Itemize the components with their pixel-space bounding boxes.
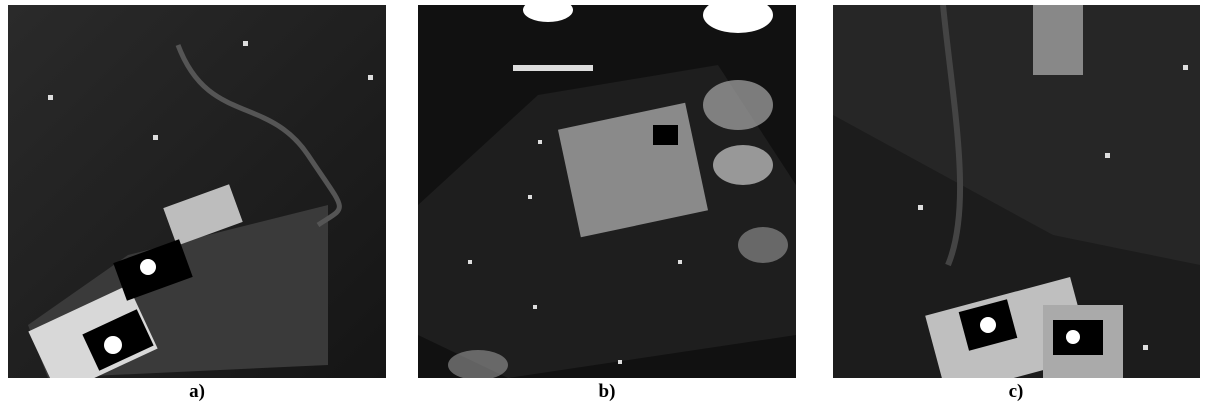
figure: a) b) c) [0, 0, 1205, 410]
panel-label: a) [137, 381, 257, 403]
photo-b [418, 5, 796, 378]
photo-a [8, 5, 386, 378]
panel-label: b) [547, 381, 667, 403]
panel-label: c) [956, 381, 1076, 403]
photo-c [833, 5, 1200, 378]
